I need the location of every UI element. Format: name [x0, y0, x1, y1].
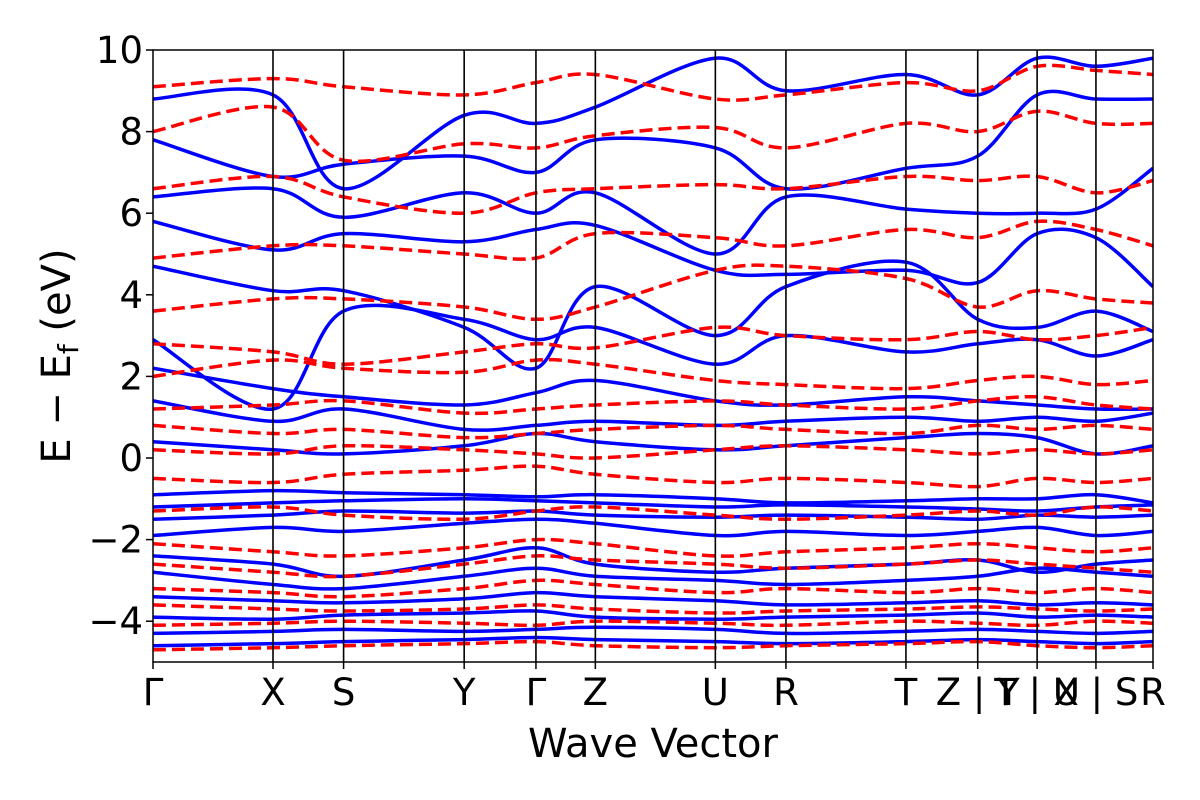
- series-solid-bands: [153, 55, 1153, 648]
- x-tick-label: X | S: [1054, 671, 1139, 714]
- x-tick-label: R: [773, 671, 799, 714]
- y-tick-label: 0: [119, 437, 143, 480]
- solid-band-14: [153, 303, 1153, 411]
- dashed-band-11: [153, 394, 1153, 416]
- y-tick-label: −2: [88, 519, 143, 562]
- y-axis-title-main: E − E: [34, 354, 80, 464]
- solid-band-3: [153, 609, 1153, 621]
- x-tick-label: Γ: [526, 671, 547, 714]
- high-symmetry-lines: [272, 50, 1097, 662]
- y-axis-title: E − Ef (eV): [34, 248, 85, 463]
- plot-frame: [152, 49, 1154, 663]
- dashed-band-1: [153, 639, 1153, 652]
- solid-band-9: [153, 497, 1153, 513]
- solid-band-13: [153, 366, 1153, 412]
- solid-band-10: [153, 488, 1153, 505]
- x-tick-label: R: [1140, 671, 1166, 714]
- solid-band-11: [153, 431, 1153, 456]
- solid-band-2: [153, 625, 1153, 636]
- x-tick-label: X: [260, 671, 285, 714]
- y-axis-title-sub: f: [52, 343, 85, 354]
- y-tick-label: −4: [88, 600, 143, 643]
- y-tick-label: 4: [119, 274, 143, 317]
- x-tick-label: Y: [452, 671, 476, 714]
- x-axis-title: Wave Vector: [528, 721, 779, 767]
- series-dashed-bands: [153, 63, 1153, 652]
- y-tick-label: 6: [119, 192, 143, 235]
- solid-band-7: [153, 517, 1153, 538]
- x-tick-label: Γ: [143, 671, 164, 714]
- dashed-band-9: [153, 443, 1153, 460]
- x-tick-label: Z | Y: [936, 671, 1020, 714]
- y-tick-label: 10: [96, 29, 143, 72]
- dashed-band-16: [153, 174, 1153, 215]
- y-tick-label: 2: [119, 355, 143, 398]
- x-tick-label: T: [894, 671, 918, 714]
- dashed-band-6: [153, 537, 1153, 558]
- y-tick-label: 8: [119, 111, 143, 154]
- dashed-band-17: [153, 104, 1153, 163]
- dashed-band-12: [153, 357, 1153, 391]
- dashed-band-8: [153, 464, 1153, 489]
- x-tick-label: T | U: [993, 671, 1080, 714]
- x-tick-label: U: [702, 671, 729, 714]
- dashed-band-4: [153, 578, 1153, 599]
- solid-band-19: [153, 55, 1153, 191]
- x-tick-label: Z: [583, 671, 608, 714]
- y-axis-ticks: −4 −2 0 2 4 6 8 10: [88, 29, 153, 643]
- dashed-band-7: [153, 505, 1153, 522]
- x-tick-label: S: [332, 671, 356, 714]
- dashed-band-5: [153, 554, 1153, 579]
- dashed-band-2: [153, 619, 1153, 628]
- solid-band-16: [153, 219, 1153, 288]
- dashed-band-3: [153, 603, 1153, 615]
- solid-band-1: [153, 635, 1153, 648]
- y-axis-title-unit: (eV): [34, 248, 80, 344]
- solid-band-4: [153, 590, 1153, 607]
- dashed-band-10: [153, 423, 1153, 440]
